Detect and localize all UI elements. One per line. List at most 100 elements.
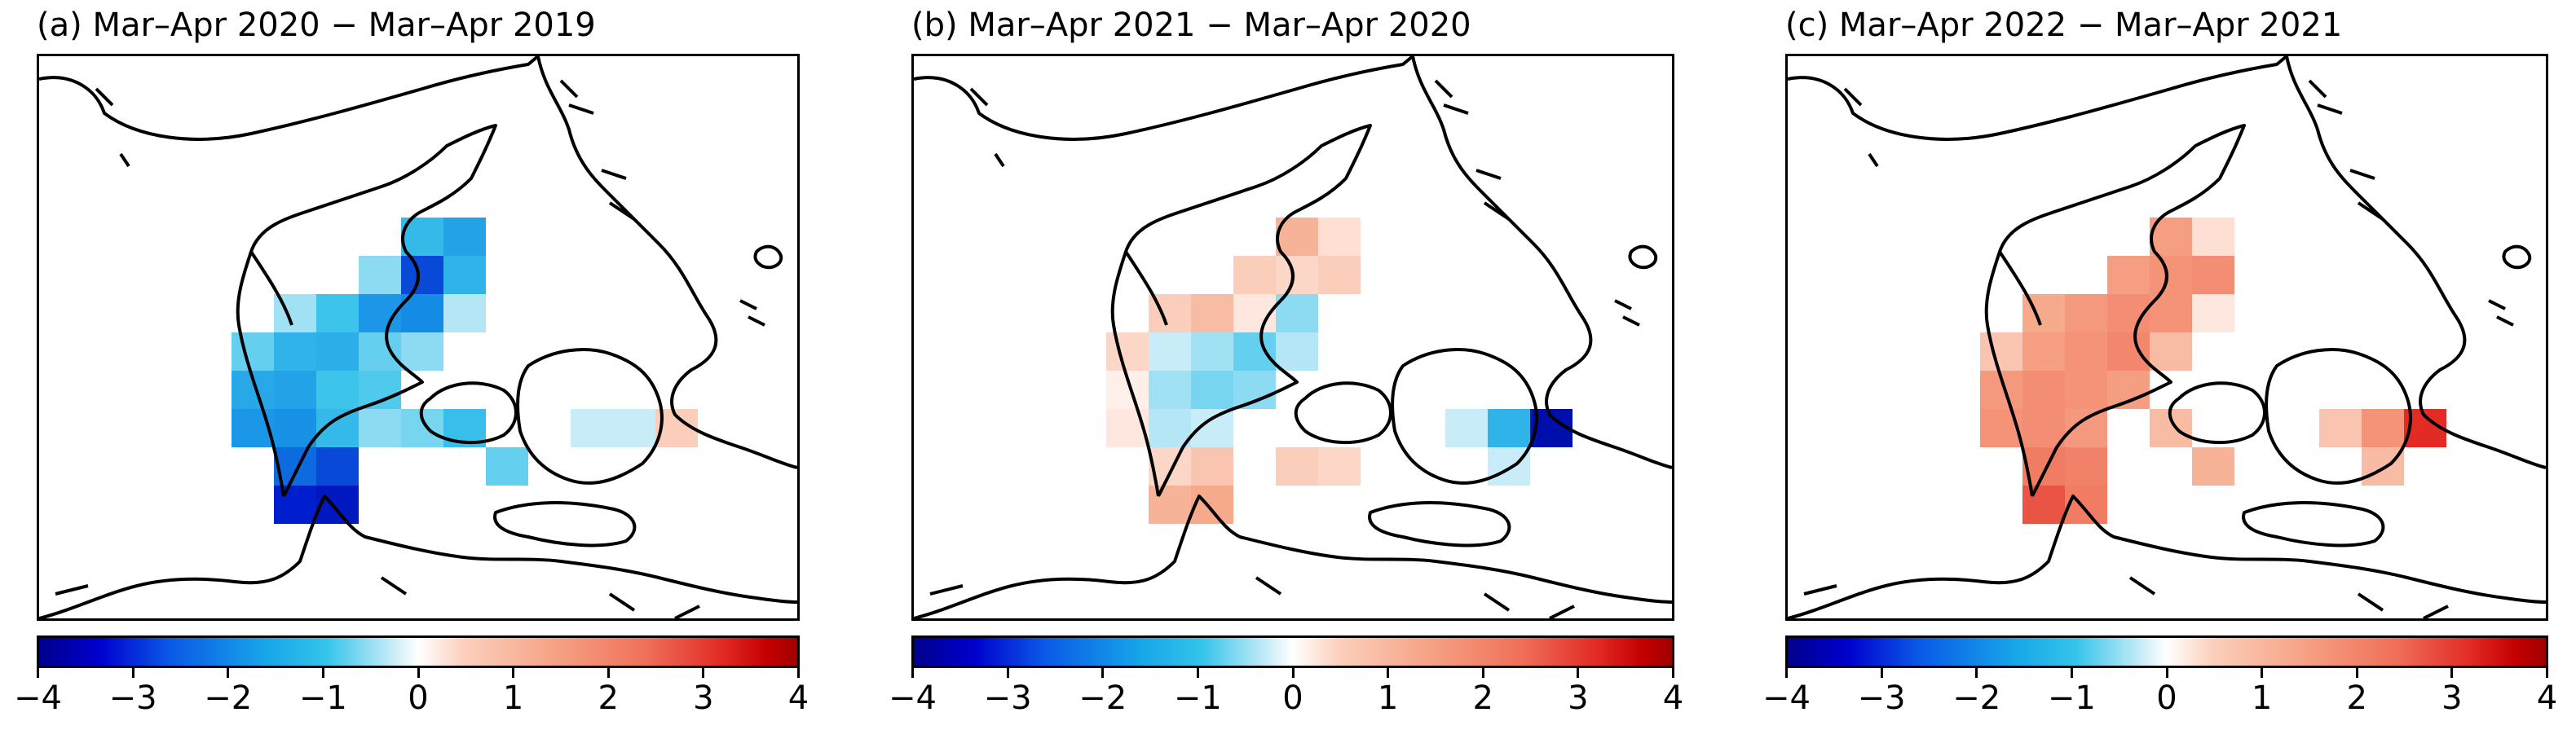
anomaly-cell: [571, 409, 613, 447]
anomaly-cell: [443, 294, 486, 332]
colorbar-tick: [2070, 668, 2073, 678]
colorbar-tick-label: −1: [2047, 679, 2096, 717]
anomaly-cell: [2022, 371, 2065, 409]
map-canvas: [914, 56, 1672, 618]
colorbar-tick: [1481, 668, 1484, 678]
colorbar-tick-label: 2: [598, 679, 619, 717]
map-canvas: [1788, 56, 2546, 618]
anomaly-cell: [359, 371, 401, 409]
anomaly-cell: [1233, 371, 1276, 409]
anomaly-cell: [2065, 447, 2107, 486]
colorbar-tick-label: 3: [2441, 679, 2463, 717]
anomaly-cell: [2022, 409, 2065, 447]
anomaly-cell: [316, 447, 359, 486]
anomaly-cell: [1276, 332, 1318, 371]
panel-b: (b) Mar–Apr 2021 − Mar–Apr 2020 −4 −3 −2 −1…: [889, 0, 1683, 730]
panel-title: (a) Mar–Apr 2020 − Mar–Apr 2019: [37, 7, 596, 44]
anomaly-cell: [1318, 447, 1361, 486]
anomaly-cell: [2192, 256, 2234, 294]
colorbar-tick-label: −2: [204, 679, 253, 717]
colorbar-tick-label: 1: [1377, 679, 1399, 717]
colorbar-tick: [607, 668, 610, 678]
colorbar-tick-label: −4: [1762, 679, 1811, 717]
anomaly-cell: [1233, 256, 1276, 294]
anomaly-cell: [274, 409, 316, 447]
colorbar-tick-label: 2: [2346, 679, 2367, 717]
anomaly-cell: [316, 371, 359, 409]
colorbar-tick-label: 4: [1662, 679, 1684, 717]
anomaly-cell: [359, 332, 401, 371]
anomaly-cell: [2192, 447, 2234, 486]
anomaly-cell: [1980, 409, 2022, 447]
anomaly-cell: [2319, 409, 2362, 447]
anomaly-cell: [316, 332, 359, 371]
colorbar-tick: [2355, 668, 2358, 678]
anomaly-cell: [232, 409, 274, 447]
anomaly-cell: [1149, 371, 1191, 409]
colorbar-tick-label: 1: [502, 679, 524, 717]
colorbar-tick-label: 0: [1282, 679, 1303, 717]
anomaly-cell: [1191, 486, 1233, 524]
colorbar-tick: [1577, 668, 1580, 678]
anomaly-cell: [443, 256, 486, 294]
colorbar-tick-label: 4: [787, 679, 809, 717]
colorbar-tick: [1387, 668, 1390, 678]
map-frame: [1785, 54, 2548, 621]
colorbar-tick: [131, 668, 135, 678]
colorbar-tick: [417, 668, 420, 678]
anomaly-cell: [1276, 447, 1318, 486]
anomaly-cell: [359, 409, 401, 447]
colorbar-tick: [702, 668, 705, 678]
colorbar: [37, 635, 800, 668]
anomaly-cell: [2150, 256, 2192, 294]
colorbar-tick: [1101, 668, 1105, 678]
colorbar-tick-label: −4: [889, 679, 937, 717]
colorbar-tick: [1975, 668, 1978, 678]
anomaly-cell: [1318, 218, 1361, 256]
anomaly-cell: [1106, 332, 1149, 371]
colorbar-tick-label: −2: [1078, 679, 1127, 717]
anomaly-cell: [2150, 332, 2192, 371]
anomaly-cell: [359, 256, 401, 294]
anomaly-cell: [2362, 447, 2404, 486]
map-frame: [911, 54, 1674, 621]
anomaly-cell: [1149, 409, 1191, 447]
colorbar-tick-label: −2: [1952, 679, 2001, 717]
anomaly-cell: [2107, 371, 2150, 409]
colorbar-tick: [512, 668, 515, 678]
anomaly-cell: [2065, 332, 2107, 371]
anomaly-cell: [2065, 294, 2107, 332]
colorbar-tick-label: 0: [408, 679, 429, 717]
colorbar-tick-label: −3: [983, 679, 1032, 717]
colorbar-tick: [1672, 668, 1674, 678]
anomaly-cell: [2107, 256, 2150, 294]
panel-title: (c) Mar–Apr 2022 − Mar–Apr 2021: [1785, 7, 2343, 44]
colorbar-tick: [2450, 668, 2454, 678]
colorbar-tick-label: −3: [1857, 679, 1906, 717]
anomaly-cell: [2065, 371, 2107, 409]
map-canvas: [39, 56, 797, 618]
anomaly-cell: [401, 332, 443, 371]
colorbar-tick-label: 3: [693, 679, 714, 717]
colorbar-tick-label: 3: [1568, 679, 1589, 717]
anomaly-cell: [274, 332, 316, 371]
anomaly-cell: [2192, 218, 2234, 256]
anomaly-cell: [1191, 332, 1233, 371]
colorbar-tick: [1291, 668, 1295, 678]
anomaly-cell: [1276, 256, 1318, 294]
anomaly-cell: [1233, 332, 1276, 371]
anomaly-cell: [401, 256, 443, 294]
colorbar-tick-label: −3: [108, 679, 157, 717]
colorbar-tick: [1006, 668, 1009, 678]
colorbar-tick: [2261, 668, 2264, 678]
colorbar-tick-label: −4: [14, 679, 62, 717]
colorbar-tick-label: −1: [298, 679, 347, 717]
colorbar-tick-label: 0: [2156, 679, 2177, 717]
colorbar-tick: [227, 668, 230, 678]
colorbar-tick: [1196, 668, 1199, 678]
anomaly-cell: [1191, 294, 1233, 332]
anomaly-cell: [274, 371, 316, 409]
anomaly-cell: [2022, 486, 2065, 524]
colorbar-tick-label: −1: [1173, 679, 1222, 717]
colorbar-tick: [37, 668, 39, 678]
